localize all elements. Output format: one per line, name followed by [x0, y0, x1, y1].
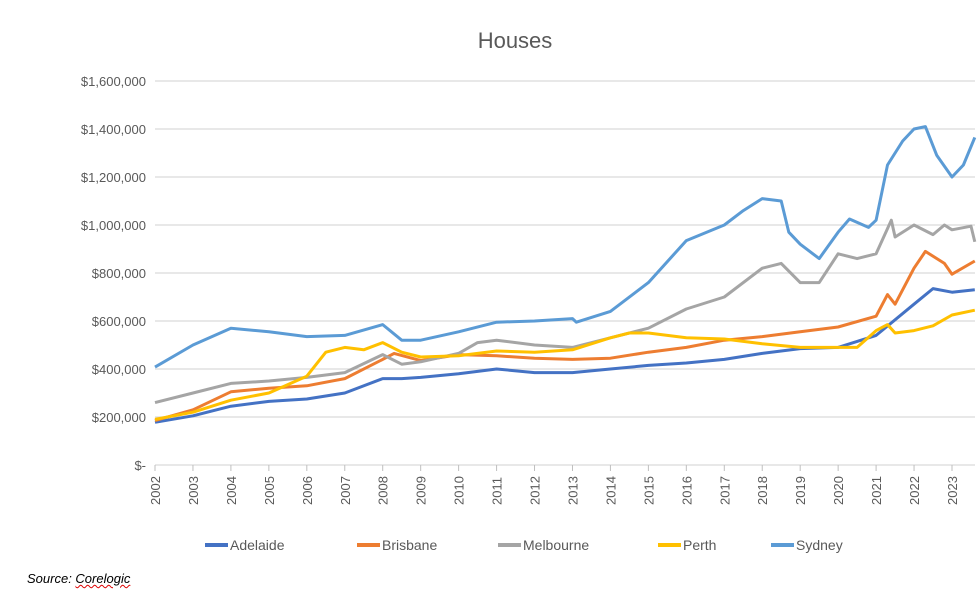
x-tick-label: 2005 — [262, 476, 277, 505]
legend-label-perth: Perth — [683, 537, 716, 553]
chart-title: Houses — [478, 28, 553, 53]
y-tick-label: $400,000 — [92, 362, 146, 377]
source-note: Source: Corelogic — [27, 571, 130, 586]
series-line-brisbane — [154, 249, 976, 423]
x-tick-label: 2023 — [945, 476, 960, 505]
x-tick-label: 2004 — [224, 476, 239, 505]
x-tick-label: 2011 — [490, 477, 505, 505]
x-tick-label: 2008 — [376, 476, 391, 505]
x-tick-label: 2002 — [148, 476, 163, 505]
x-tick-label: 2009 — [414, 476, 429, 505]
y-tick-label: $800,000 — [92, 266, 146, 281]
y-tick-label: $200,000 — [92, 410, 146, 425]
x-tick-label: 2013 — [565, 476, 580, 505]
series-line-adelaide — [154, 287, 975, 424]
x-tick-label: 2003 — [186, 476, 201, 505]
x-tick-label: 2014 — [603, 476, 618, 505]
y-tick-label: $600,000 — [92, 314, 146, 329]
x-tick-label: 2018 — [755, 476, 770, 505]
source-prefix: Source: — [27, 571, 76, 586]
y-tick-label: $1,200,000 — [81, 170, 146, 185]
y-tick-label: $- — [134, 458, 146, 473]
legend-label-brisbane: Brisbane — [382, 537, 437, 553]
series-line-sydney — [154, 125, 977, 369]
series-line-perth — [154, 308, 976, 421]
legend-label-adelaide: Adelaide — [230, 537, 285, 553]
y-tick-label: $1,000,000 — [81, 218, 146, 233]
y-tick-label: $1,600,000 — [81, 74, 146, 89]
legend-label-melbourne: Melbourne — [523, 537, 589, 553]
x-tick-label: 2012 — [528, 476, 543, 505]
legend-label-sydney: Sydney — [796, 537, 843, 553]
x-tick-label: 2017 — [717, 476, 732, 505]
x-tick-label: 2020 — [831, 476, 846, 505]
x-tick-label: 2022 — [907, 476, 922, 505]
x-tick-label: 2019 — [793, 476, 808, 505]
x-tick-label: 2015 — [641, 476, 656, 505]
x-tick-label: 2021 — [869, 476, 884, 505]
y-tick-label: $1,400,000 — [81, 122, 146, 137]
x-tick-label: 2006 — [300, 476, 315, 505]
source-name: Corelogic — [75, 571, 131, 586]
x-tick-label: 2016 — [679, 476, 694, 505]
series-line-melbourne — [154, 218, 977, 405]
x-tick-label: 2007 — [338, 476, 353, 505]
x-tick-label: 2010 — [452, 476, 467, 505]
